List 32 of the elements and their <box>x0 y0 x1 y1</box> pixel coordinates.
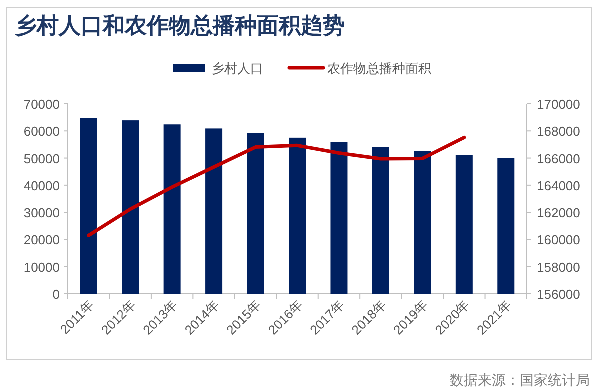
bar <box>289 138 306 294</box>
bar <box>80 118 98 294</box>
bar <box>247 133 264 294</box>
bar <box>330 142 348 294</box>
bar <box>498 158 515 294</box>
y-tick-label: 70000 <box>24 97 60 112</box>
y2-tick-label: 160000 <box>537 232 580 248</box>
y-tick-label: 50000 <box>24 151 60 166</box>
bar <box>206 128 223 294</box>
y2-tick-label: 170000 <box>537 97 580 112</box>
y2-tick-label: 156000 <box>537 287 580 302</box>
bar <box>164 124 181 294</box>
y2-tick-label: 168000 <box>537 124 580 140</box>
y2-tick-label: 158000 <box>537 260 580 275</box>
bar <box>122 120 140 294</box>
y2-tick-label: 164000 <box>537 178 580 194</box>
y-tick-label: 30000 <box>24 206 60 221</box>
bar <box>414 151 432 294</box>
y2-tick-label: 162000 <box>537 206 580 221</box>
source-note: 数据来源：国家统计局 <box>450 373 590 389</box>
y2-tick-label: 166000 <box>537 151 580 166</box>
line-series <box>87 136 466 238</box>
bar <box>372 147 390 294</box>
bar <box>456 155 473 294</box>
legend-label: 乡村人口 <box>212 61 264 76</box>
y-tick-label: 0 <box>52 287 60 302</box>
chart-title: 乡村人口和农作物总播种面积趋势 <box>15 13 345 38</box>
y-tick-label: 60000 <box>24 124 60 140</box>
y-tick-label: 10000 <box>24 260 60 275</box>
y-tick-label: 20000 <box>24 232 60 248</box>
legend-label: 农作物总播种面积 <box>328 61 432 76</box>
y-tick-label: 40000 <box>24 178 60 194</box>
